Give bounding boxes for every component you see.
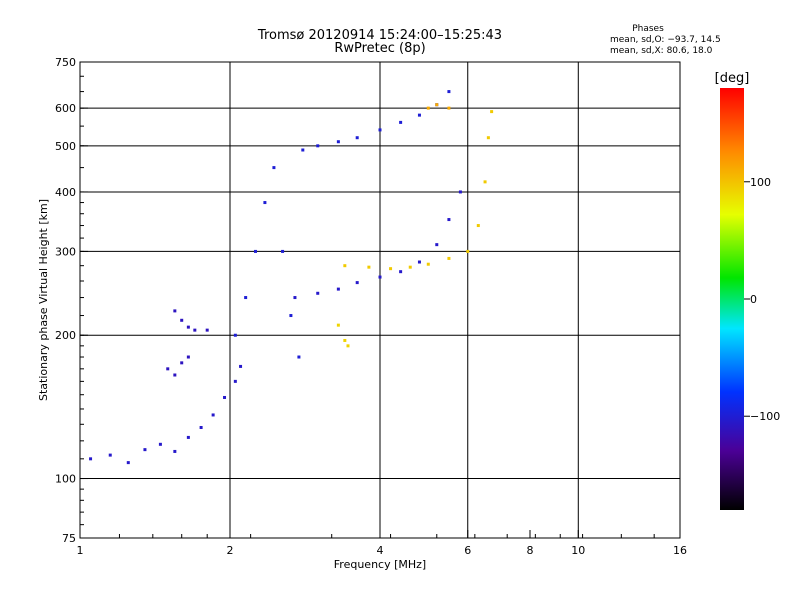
echo-point [426, 262, 430, 266]
y-tick-label: 300 [55, 245, 76, 258]
echo-point [180, 361, 184, 365]
echo-point [166, 367, 170, 371]
x-axis-label: Frequency [MHz] [334, 558, 426, 571]
echo-point [263, 201, 267, 205]
echo-point [355, 136, 359, 140]
echo-point [211, 413, 215, 417]
phase-o-stats: mean, sd,O: −93.7, 14.5 [610, 35, 721, 45]
echo-point [239, 364, 243, 368]
echo-point [233, 333, 237, 337]
echo-point [458, 190, 462, 194]
echo-point [205, 328, 209, 332]
echo-point [173, 309, 177, 313]
phase-x-stats: mean, sd,X: 80.6, 18.0 [610, 46, 713, 56]
echo-point [378, 128, 382, 132]
echo-point [483, 180, 487, 184]
echo-point [336, 323, 340, 327]
echo-point [346, 344, 350, 348]
echo-point [108, 453, 112, 457]
echo-point [289, 314, 293, 318]
echo-point [316, 144, 320, 148]
echo-point [355, 281, 359, 285]
colorbar-label: [deg] [715, 71, 750, 86]
grid [80, 62, 680, 538]
echo-point [233, 379, 237, 383]
echo-point [143, 448, 147, 452]
y-tick-label: 100 [55, 473, 76, 486]
echo-point [343, 338, 347, 342]
echo-point [447, 90, 451, 94]
echo-point [399, 120, 403, 124]
phase-heading: Phases [632, 24, 664, 34]
echo-point [244, 296, 248, 300]
x-tick-label: 10 [571, 544, 585, 557]
phase-colorbar: [deg] 100 0 −100 [715, 71, 780, 510]
y-tick-label: 750 [55, 56, 76, 69]
echo-point [435, 103, 439, 107]
chart-subtitle: RwPretec (8p) [334, 41, 425, 56]
echo-point [301, 148, 305, 152]
echo-point [417, 260, 421, 264]
echo-point [336, 287, 340, 291]
x-tick-label: 2 [227, 544, 234, 557]
echo-point [476, 224, 480, 228]
echo-point [223, 395, 227, 399]
y-tick-label: 200 [55, 329, 76, 342]
colorbar-tick-label: 100 [750, 176, 771, 189]
echo-point [173, 449, 177, 453]
echo-point [293, 296, 297, 300]
echo-point [435, 243, 439, 247]
echo-point [367, 265, 371, 269]
echo-point [281, 249, 285, 253]
x-tick-label: 4 [377, 544, 384, 557]
echo-point [316, 291, 320, 295]
echo-point [193, 328, 197, 332]
echo-point [389, 267, 393, 271]
echo-point [426, 106, 430, 110]
y-tick-label: 600 [55, 102, 76, 115]
echo-point [186, 435, 190, 439]
y-tick-label: 75 [62, 532, 76, 545]
echo-point [417, 113, 421, 117]
echo-point [186, 355, 190, 359]
echo-point [186, 325, 190, 329]
chart-title: Tromsø 20120914 15:24:00–15:25:43 [257, 28, 502, 43]
echo-point [336, 140, 340, 144]
y-axis-label: Stationary phase Virtual Height [km] [37, 199, 50, 401]
echo-point [89, 457, 93, 461]
x-tick-label: 8 [527, 544, 534, 557]
echo-point [447, 256, 451, 260]
echo-point [408, 265, 412, 269]
echo-points [89, 90, 494, 465]
x-tick-label: 6 [464, 544, 471, 557]
echo-point [343, 264, 347, 268]
echo-point [399, 270, 403, 274]
y-tick-label: 500 [55, 140, 76, 153]
echo-point [173, 373, 177, 377]
y-tick-label: 400 [55, 186, 76, 199]
x-tick-label: 1 [77, 544, 84, 557]
echo-point [158, 442, 162, 446]
echo-point [378, 275, 382, 279]
echo-point [486, 136, 490, 140]
echo-point [253, 249, 257, 253]
echo-point [447, 218, 451, 222]
echo-point [490, 110, 494, 114]
colorbar-gradient [720, 88, 744, 510]
colorbar-tick-label: 0 [750, 293, 757, 306]
axis-ticks: 1 2 4 6 8 10 16 75 100 200 300 400 500 600 750 [55, 56, 687, 557]
echo-point [272, 166, 276, 170]
echo-point [199, 425, 203, 429]
colorbar-tick-label: −100 [750, 410, 780, 423]
echo-point [466, 249, 470, 253]
echo-point [447, 106, 451, 110]
x-tick-label: 16 [673, 544, 687, 557]
echo-point [126, 461, 130, 465]
echo-point [180, 318, 184, 322]
echo-point [297, 355, 301, 359]
